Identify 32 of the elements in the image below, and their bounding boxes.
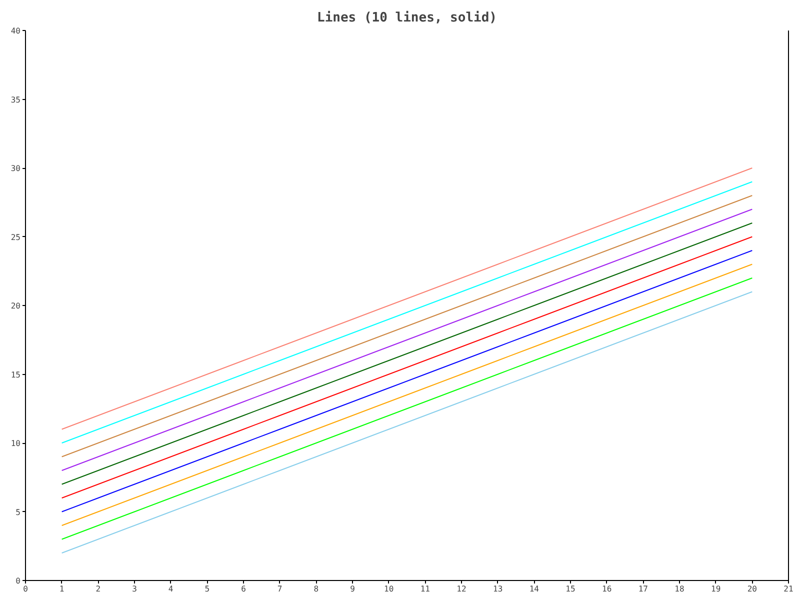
x-tick-label: 2 [96,584,101,594]
x-tick-label: 8 [314,584,319,594]
y-tick-label: 35 [10,95,21,104]
x-tick-label: 3 [132,584,138,594]
x-tick-label: 9 [350,584,356,594]
y-tick-label: 0 [16,576,21,586]
y-tick-label: 15 [10,370,21,380]
x-tick-label: 13 [493,584,503,594]
x-tick-label: 20 [747,584,758,594]
chart-title: Lines (10 lines, solid) [316,10,498,26]
x-tick-label: 21 [784,584,794,594]
y-tick-label: 25 [10,232,21,242]
x-tick-label: 0 [23,584,28,594]
x-tick-label: 5 [204,584,210,594]
x-tick-label: 6 [241,584,246,594]
y-tick-label: 30 [10,164,21,173]
x-tick-label: 12 [456,584,466,594]
x-tick-label: 15 [566,584,576,594]
x-tick-label: 14 [529,584,540,594]
x-tick-label: 7 [277,584,282,594]
x-tick-label: 16 [602,584,612,594]
x-tick-label: 17 [638,584,648,594]
x-tick-label: 19 [711,584,721,594]
y-tick-label: 10 [10,439,21,448]
y-tick-label: 20 [10,302,21,310]
y-tick-label: 5 [16,508,21,517]
y-tick-label: 40 [10,26,21,36]
x-tick-label: 1 [59,584,64,594]
x-tick-label: 4 [168,584,174,594]
x-tick-label: 18 [674,584,684,594]
x-tick-label: 10 [384,584,394,594]
x-tick-label: 11 [420,584,430,594]
